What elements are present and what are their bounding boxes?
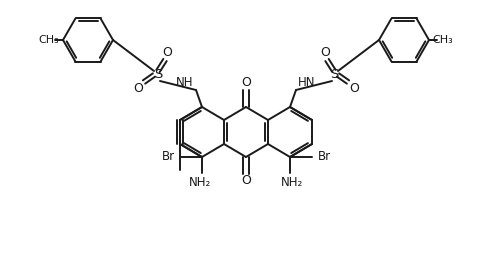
Text: NH₂: NH₂ — [189, 175, 211, 188]
Text: O: O — [241, 175, 251, 188]
Text: HN: HN — [298, 76, 316, 89]
Text: S: S — [154, 68, 162, 81]
Text: CH₃: CH₃ — [433, 35, 454, 45]
Text: S: S — [330, 68, 338, 81]
Text: Br: Br — [161, 150, 175, 164]
Text: Br: Br — [317, 150, 331, 164]
Text: O: O — [162, 45, 172, 59]
Text: O: O — [320, 45, 330, 59]
Text: O: O — [349, 81, 359, 95]
Text: O: O — [133, 81, 143, 95]
Text: NH₂: NH₂ — [281, 175, 303, 188]
Text: O: O — [241, 76, 251, 89]
Text: NH: NH — [176, 76, 194, 89]
Text: CH₃: CH₃ — [38, 35, 59, 45]
